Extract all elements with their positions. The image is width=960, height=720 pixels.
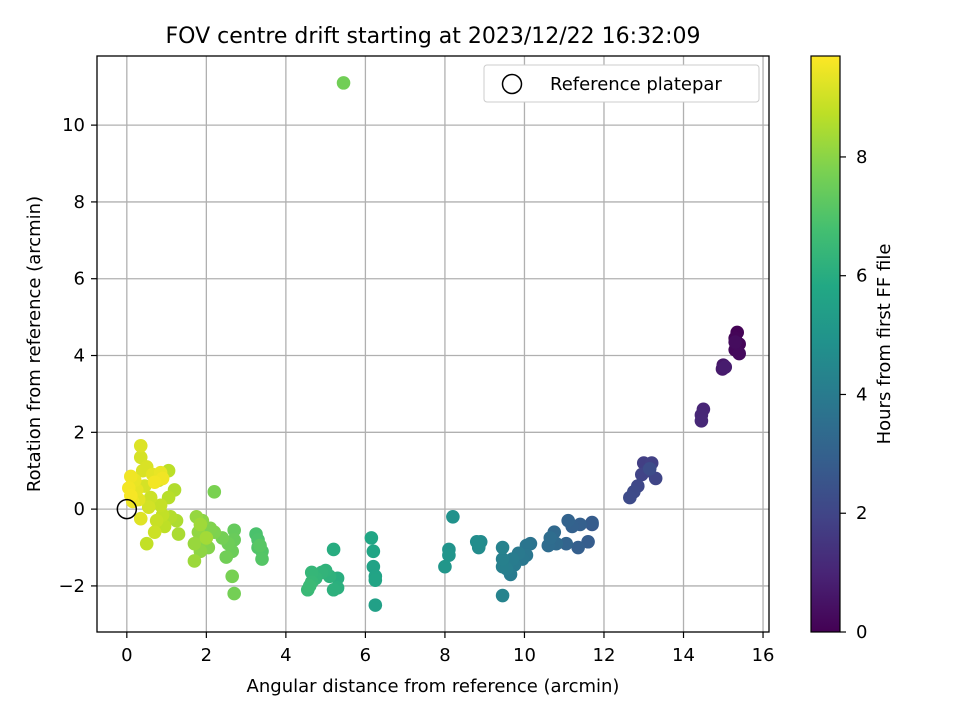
y-tick-label: 8 [74, 192, 85, 213]
data-point [495, 540, 510, 555]
data-point [694, 414, 709, 428]
data-point [153, 498, 168, 513]
data-point [147, 525, 162, 539]
legend-label-reference: Reference platepar [550, 74, 722, 95]
data-point [187, 536, 202, 551]
y-tick-label: 6 [74, 269, 85, 290]
x-axis-label: Angular distance from reference (arcmin) [247, 676, 620, 697]
y-tick-label: −2 [58, 576, 85, 597]
colorbar-gradient [810, 55, 841, 633]
data-point [469, 534, 484, 549]
data-point [219, 550, 234, 564]
data-point [199, 531, 214, 545]
y-tick-label: 4 [74, 346, 85, 367]
data-point [732, 346, 746, 361]
grid-lines [97, 56, 769, 632]
data-point [133, 511, 148, 526]
y-axis-ticks: −2 0 2 4 6 8 10 [58, 115, 97, 597]
x-tick-label: 0 [121, 645, 132, 666]
data-point [187, 554, 202, 568]
data-point [123, 469, 138, 484]
data-point [581, 534, 595, 549]
colorbar-tick-label: 4 [856, 384, 867, 405]
colorbar-tick-label: 2 [856, 503, 867, 524]
colorbar-tick-label: 0 [856, 622, 867, 643]
data-point [171, 527, 186, 541]
data-point [255, 552, 269, 566]
data-point [141, 500, 156, 514]
data-point [561, 513, 575, 528]
x-axis-ticks: 0 2 4 6 8 10 12 14 16 [121, 632, 774, 666]
data-point [133, 438, 148, 453]
legend: Reference platepar [483, 64, 760, 103]
x-tick-label: 12 [593, 645, 616, 666]
data-points [116, 76, 746, 612]
y-tick-label: 2 [74, 422, 85, 443]
data-point [559, 536, 574, 551]
data-point [642, 462, 657, 476]
data-point [227, 523, 241, 538]
data-point [446, 510, 460, 524]
data-point [304, 565, 319, 580]
x-tick-label: 4 [280, 645, 291, 666]
data-point [368, 573, 383, 587]
colorbar-tick-label: 6 [856, 266, 867, 287]
y-tick-label: 0 [74, 499, 85, 520]
y-axis-label: Rotation from reference (arcmin) [24, 196, 45, 492]
data-point [366, 544, 381, 559]
data-point [147, 475, 162, 490]
data-point [495, 552, 510, 566]
colorbar: 0 2 4 6 8 Hours from first FF file [810, 55, 895, 643]
data-point [368, 598, 383, 612]
reference-platepar-marker [116, 498, 138, 520]
data-point [585, 515, 599, 530]
x-tick-label: 2 [201, 645, 212, 666]
x-tick-label: 14 [672, 645, 695, 666]
chart-title: FOV centre drift starting at 2023/12/22 … [166, 24, 701, 49]
data-point [225, 569, 239, 584]
data-point [302, 579, 317, 593]
data-point [718, 360, 733, 374]
colorbar-ticks: 0 2 4 6 8 [840, 147, 867, 643]
data-point [139, 536, 154, 551]
data-point [438, 559, 452, 574]
data-point [495, 588, 510, 603]
data-point [442, 548, 456, 562]
data-point [149, 513, 164, 528]
data-point [207, 485, 222, 499]
y-tick-label: 10 [62, 115, 85, 136]
x-tick-label: 8 [439, 645, 450, 666]
data-point [728, 335, 743, 349]
legend-marker-reference [501, 73, 523, 95]
data-point [571, 540, 585, 555]
data-point [326, 582, 341, 597]
data-point [336, 76, 351, 90]
data-point [193, 517, 208, 532]
colorbar-tick-label: 8 [856, 147, 867, 168]
plot-frame [96, 55, 770, 633]
data-point [253, 538, 267, 553]
data-point [543, 531, 558, 545]
data-point [623, 490, 637, 505]
x-tick-label: 6 [360, 645, 371, 666]
data-point [227, 586, 241, 601]
x-tick-label: 10 [513, 645, 536, 666]
data-point [326, 542, 341, 557]
colorbar-label: Hours from first FF file [874, 244, 895, 445]
data-point [364, 531, 379, 545]
legend-box [483, 64, 760, 103]
x-tick-label: 16 [752, 645, 775, 666]
